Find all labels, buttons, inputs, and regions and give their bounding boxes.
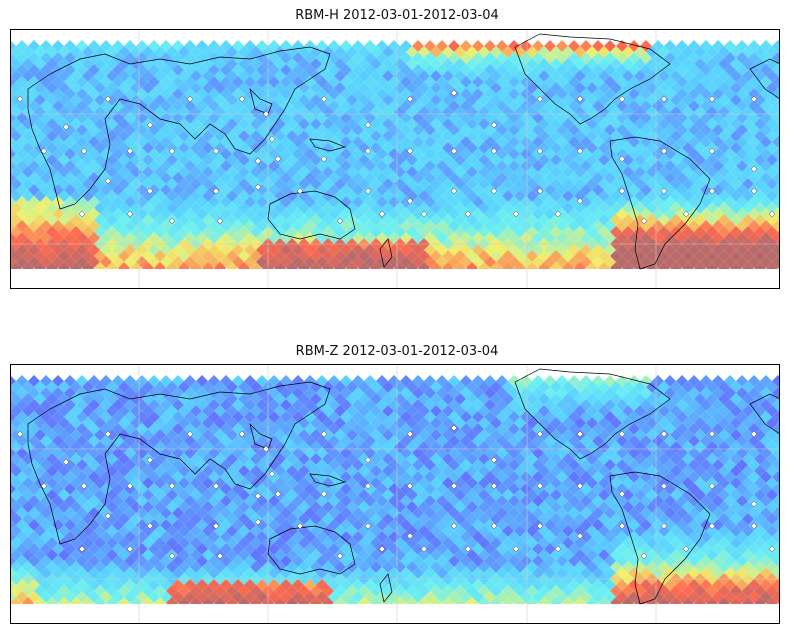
rbm-z-frame	[10, 364, 780, 624]
rbm-h-gridlines	[10, 29, 780, 289]
rbm-h-map	[10, 29, 780, 289]
rbm-h-lower-blank	[10, 269, 780, 289]
rbm-z-coastlines	[27, 368, 780, 605]
rbm-z-gridlines	[10, 364, 780, 624]
rbm-h-data-layer	[10, 40, 780, 274]
rbm-h-frame	[10, 29, 780, 289]
map-title-rbm-z: RBM-Z 2012-03-01-2012-03-04	[295, 344, 499, 359]
rbm-z-lower-blank	[10, 604, 780, 624]
rbm-z-data-layer	[10, 375, 780, 609]
map-title-rbm-h: RBM-H 2012-03-01-2012-03-04	[295, 8, 499, 23]
rbm-h-coastlines	[27, 33, 780, 270]
rbm-z-map	[10, 364, 780, 624]
rbm-h-island-markers	[16, 89, 776, 225]
rbm-z-island-markers	[16, 424, 776, 560]
